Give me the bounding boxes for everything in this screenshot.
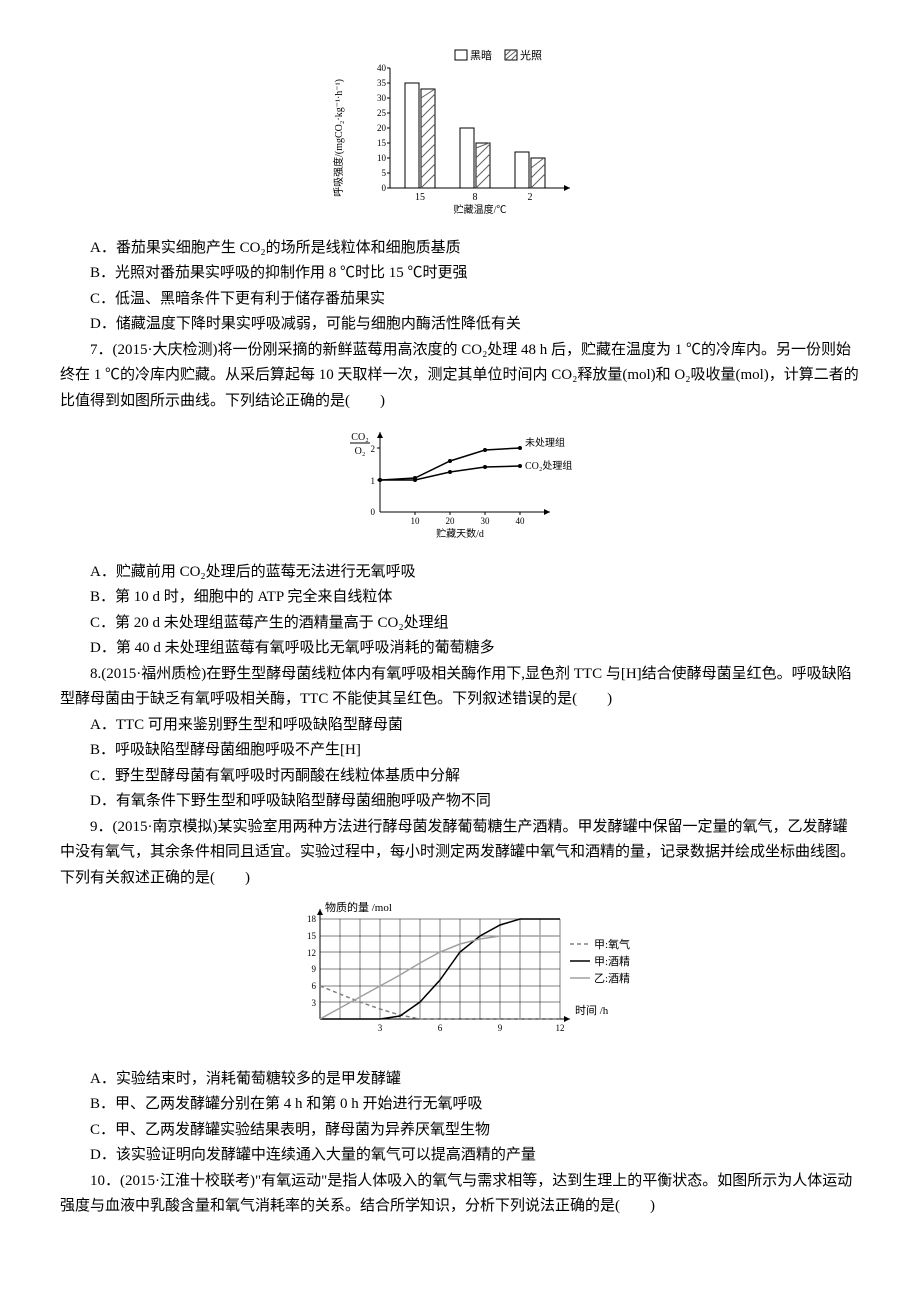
bar-15-dark [405, 83, 419, 188]
legend-light: 光照 [520, 48, 542, 62]
svg-text:3: 3 [378, 1023, 383, 1033]
svg-text:12: 12 [307, 948, 316, 958]
chart1-yticks: 0 5 10 15 20 25 30 35 40 [377, 63, 390, 193]
cat-8: 8 [473, 192, 478, 203]
cat-15: 15 [415, 192, 425, 203]
chart1-ylabel: 呼吸强度/(mgCO₂·kg⁻¹·h⁻¹) [332, 79, 345, 197]
svg-text:25: 25 [377, 108, 387, 118]
svg-text:3: 3 [312, 998, 317, 1008]
chart2-xticks: 10 20 30 40 [411, 512, 526, 526]
q7-option-c: C．第 20 d 未处理组蓝莓产生的酒精量高于 CO₂处理组 [60, 611, 860, 637]
q7-stem: 7．(2015·大庆检测)将一份刚采摘的新鲜蓝莓用高浓度的 CO₂处理 48 h… [60, 338, 860, 415]
q9-option-c: C．甲、乙两发酵罐实验结果表明，酵母菌为异养厌氧型生物 [60, 1118, 860, 1144]
chart3-legend: 甲:氧气 甲:酒精 乙:酒精 [570, 937, 630, 985]
q10-stem: 10．(2015·江淮十校联考)"有氧运动"是指人体吸入的氧气与需求相等，达到生… [60, 1169, 860, 1220]
chart3-xticks: 3 6 9 12 [378, 1023, 565, 1033]
svg-text:40: 40 [516, 516, 526, 526]
chart3-yticks: 3 6 9 12 15 18 [307, 914, 317, 1008]
legend-light-swatch [505, 50, 517, 60]
bar-2-dark [515, 152, 529, 188]
q9-option-d: D．该实验证明向发酵罐中连续通入大量的氧气可以提高酒精的产量 [60, 1143, 860, 1169]
svg-text:6: 6 [312, 981, 317, 991]
legend-jia-o2: 甲:氧气 [594, 937, 630, 951]
respiration-bar-chart: 黑暗 光照 呼吸强度/(mgCO₂·kg⁻¹·h⁻¹) 0 5 10 15 20… [60, 48, 860, 228]
q6-option-a: A．番茄果实细胞产生 CO₂的场所是线粒体和细胞质基质 [60, 236, 860, 262]
svg-text:6: 6 [438, 1023, 443, 1033]
svg-text:35: 35 [377, 78, 387, 88]
cat-2: 2 [528, 192, 533, 203]
label-untreated: 未处理组 [525, 436, 565, 449]
ytick-2: 2 [371, 444, 376, 454]
svg-text:5: 5 [382, 168, 387, 178]
q8-option-c: C．野生型酵母菌有氧呼吸时丙酮酸在线粒体基质中分解 [60, 764, 860, 790]
svg-text:18: 18 [307, 914, 317, 924]
svg-text:20: 20 [377, 123, 387, 133]
q6-option-d: D．储藏温度下降时果实呼吸减弱，可能与细胞内酶活性降低有关 [60, 312, 860, 338]
blueberry-line-chart: CO₂ O₂ 0 1 2 10 20 30 40 贮藏天数/d 未处理组 CO₂… [60, 422, 860, 552]
svg-text:9: 9 [498, 1023, 503, 1033]
chart3-svg: 物质的量 /mol 时间 /h 3 6 9 12 15 18 3 6 9 12 甲:氧… [270, 899, 650, 1049]
q8-option-a: A．TTC 可用来鉴别野生型和呼吸缺陷型酵母菌 [60, 713, 860, 739]
q9-option-b: B．甲、乙两发酵罐分别在第 4 h 和第 0 h 开始进行无氧呼吸 [60, 1092, 860, 1118]
q6-option-b: B．光照对番茄果实呼吸的抑制作用 8 ℃时比 15 ℃时更强 [60, 261, 860, 287]
bar-2-light [531, 158, 545, 188]
chart2-xlabel: 贮藏天数/d [436, 527, 484, 540]
chart3-ylabel: 物质的量 /mol [325, 900, 392, 914]
q8-option-b: B．呼吸缺陷型酵母菌细胞呼吸不产生[H] [60, 738, 860, 764]
legend-dark: 黑暗 [470, 48, 492, 62]
svg-text:10: 10 [411, 516, 421, 526]
q9-stem: 9．(2015·南京模拟)某实验室用两种方法进行酵母菌发酵葡萄糖生产酒精。甲发酵… [60, 815, 860, 892]
svg-text:15: 15 [377, 138, 387, 148]
q7-option-b: B．第 10 d 时，细胞中的 ATP 完全来自线粒体 [60, 585, 860, 611]
chart3-grid [320, 919, 560, 1019]
svg-text:9: 9 [312, 964, 317, 974]
svg-text:0: 0 [382, 183, 387, 193]
q8-option-d: D．有氧条件下野生型和呼吸缺陷型酵母菌细胞呼吸产物不同 [60, 789, 860, 815]
q7-option-d: D．第 40 d 未处理组蓝莓有氧呼吸比无氧呼吸消耗的葡萄糖多 [60, 636, 860, 662]
chart1-svg: 黑暗 光照 呼吸强度/(mgCO₂·kg⁻¹·h⁻¹) 0 5 10 15 20… [330, 48, 590, 218]
bar-8-light [476, 143, 490, 188]
chart3-xlabel: 时间 /h [575, 1004, 609, 1017]
svg-text:30: 30 [377, 93, 387, 103]
svg-text:30: 30 [481, 516, 491, 526]
svg-text:15: 15 [307, 931, 317, 941]
fermentation-line-chart: 物质的量 /mol 时间 /h 3 6 9 12 15 18 3 6 9 12 甲:氧… [60, 899, 860, 1059]
q9-option-a: A．实验结束时，消耗葡萄糖较多的是甲发酵罐 [60, 1067, 860, 1093]
chart2-ylabel-bot: O₂ [355, 446, 366, 457]
label-co2treated: CO₂处理组 [525, 459, 572, 472]
q7-option-a: A．贮藏前用 CO₂处理后的蓝莓无法进行无氧呼吸 [60, 560, 860, 586]
bar-15-light [421, 89, 435, 188]
q8-stem: 8.(2015·福州质检)在野生型酵母菌线粒体内有氧呼吸相关酶作用下,显色剂 T… [60, 662, 860, 713]
legend-yi-alc: 乙:酒精 [594, 972, 630, 985]
svg-text:10: 10 [377, 153, 387, 163]
svg-text:12: 12 [556, 1023, 565, 1033]
ytick-0: 0 [371, 507, 376, 517]
svg-text:20: 20 [446, 516, 456, 526]
bar-8-dark [460, 128, 474, 188]
chart2-ylabel-top: CO₂ [351, 432, 368, 443]
chart2-svg: CO₂ O₂ 0 1 2 10 20 30 40 贮藏天数/d 未处理组 CO₂… [330, 422, 590, 542]
legend-jia-alc: 甲:酒精 [594, 955, 630, 968]
svg-text:40: 40 [377, 63, 387, 73]
q6-option-c: C．低温、黑暗条件下更有利于储存番茄果实 [60, 287, 860, 313]
series-untreated [380, 448, 520, 480]
chart1-xlabel: 贮藏温度/℃ [454, 203, 507, 216]
ytick-1: 1 [371, 476, 376, 486]
